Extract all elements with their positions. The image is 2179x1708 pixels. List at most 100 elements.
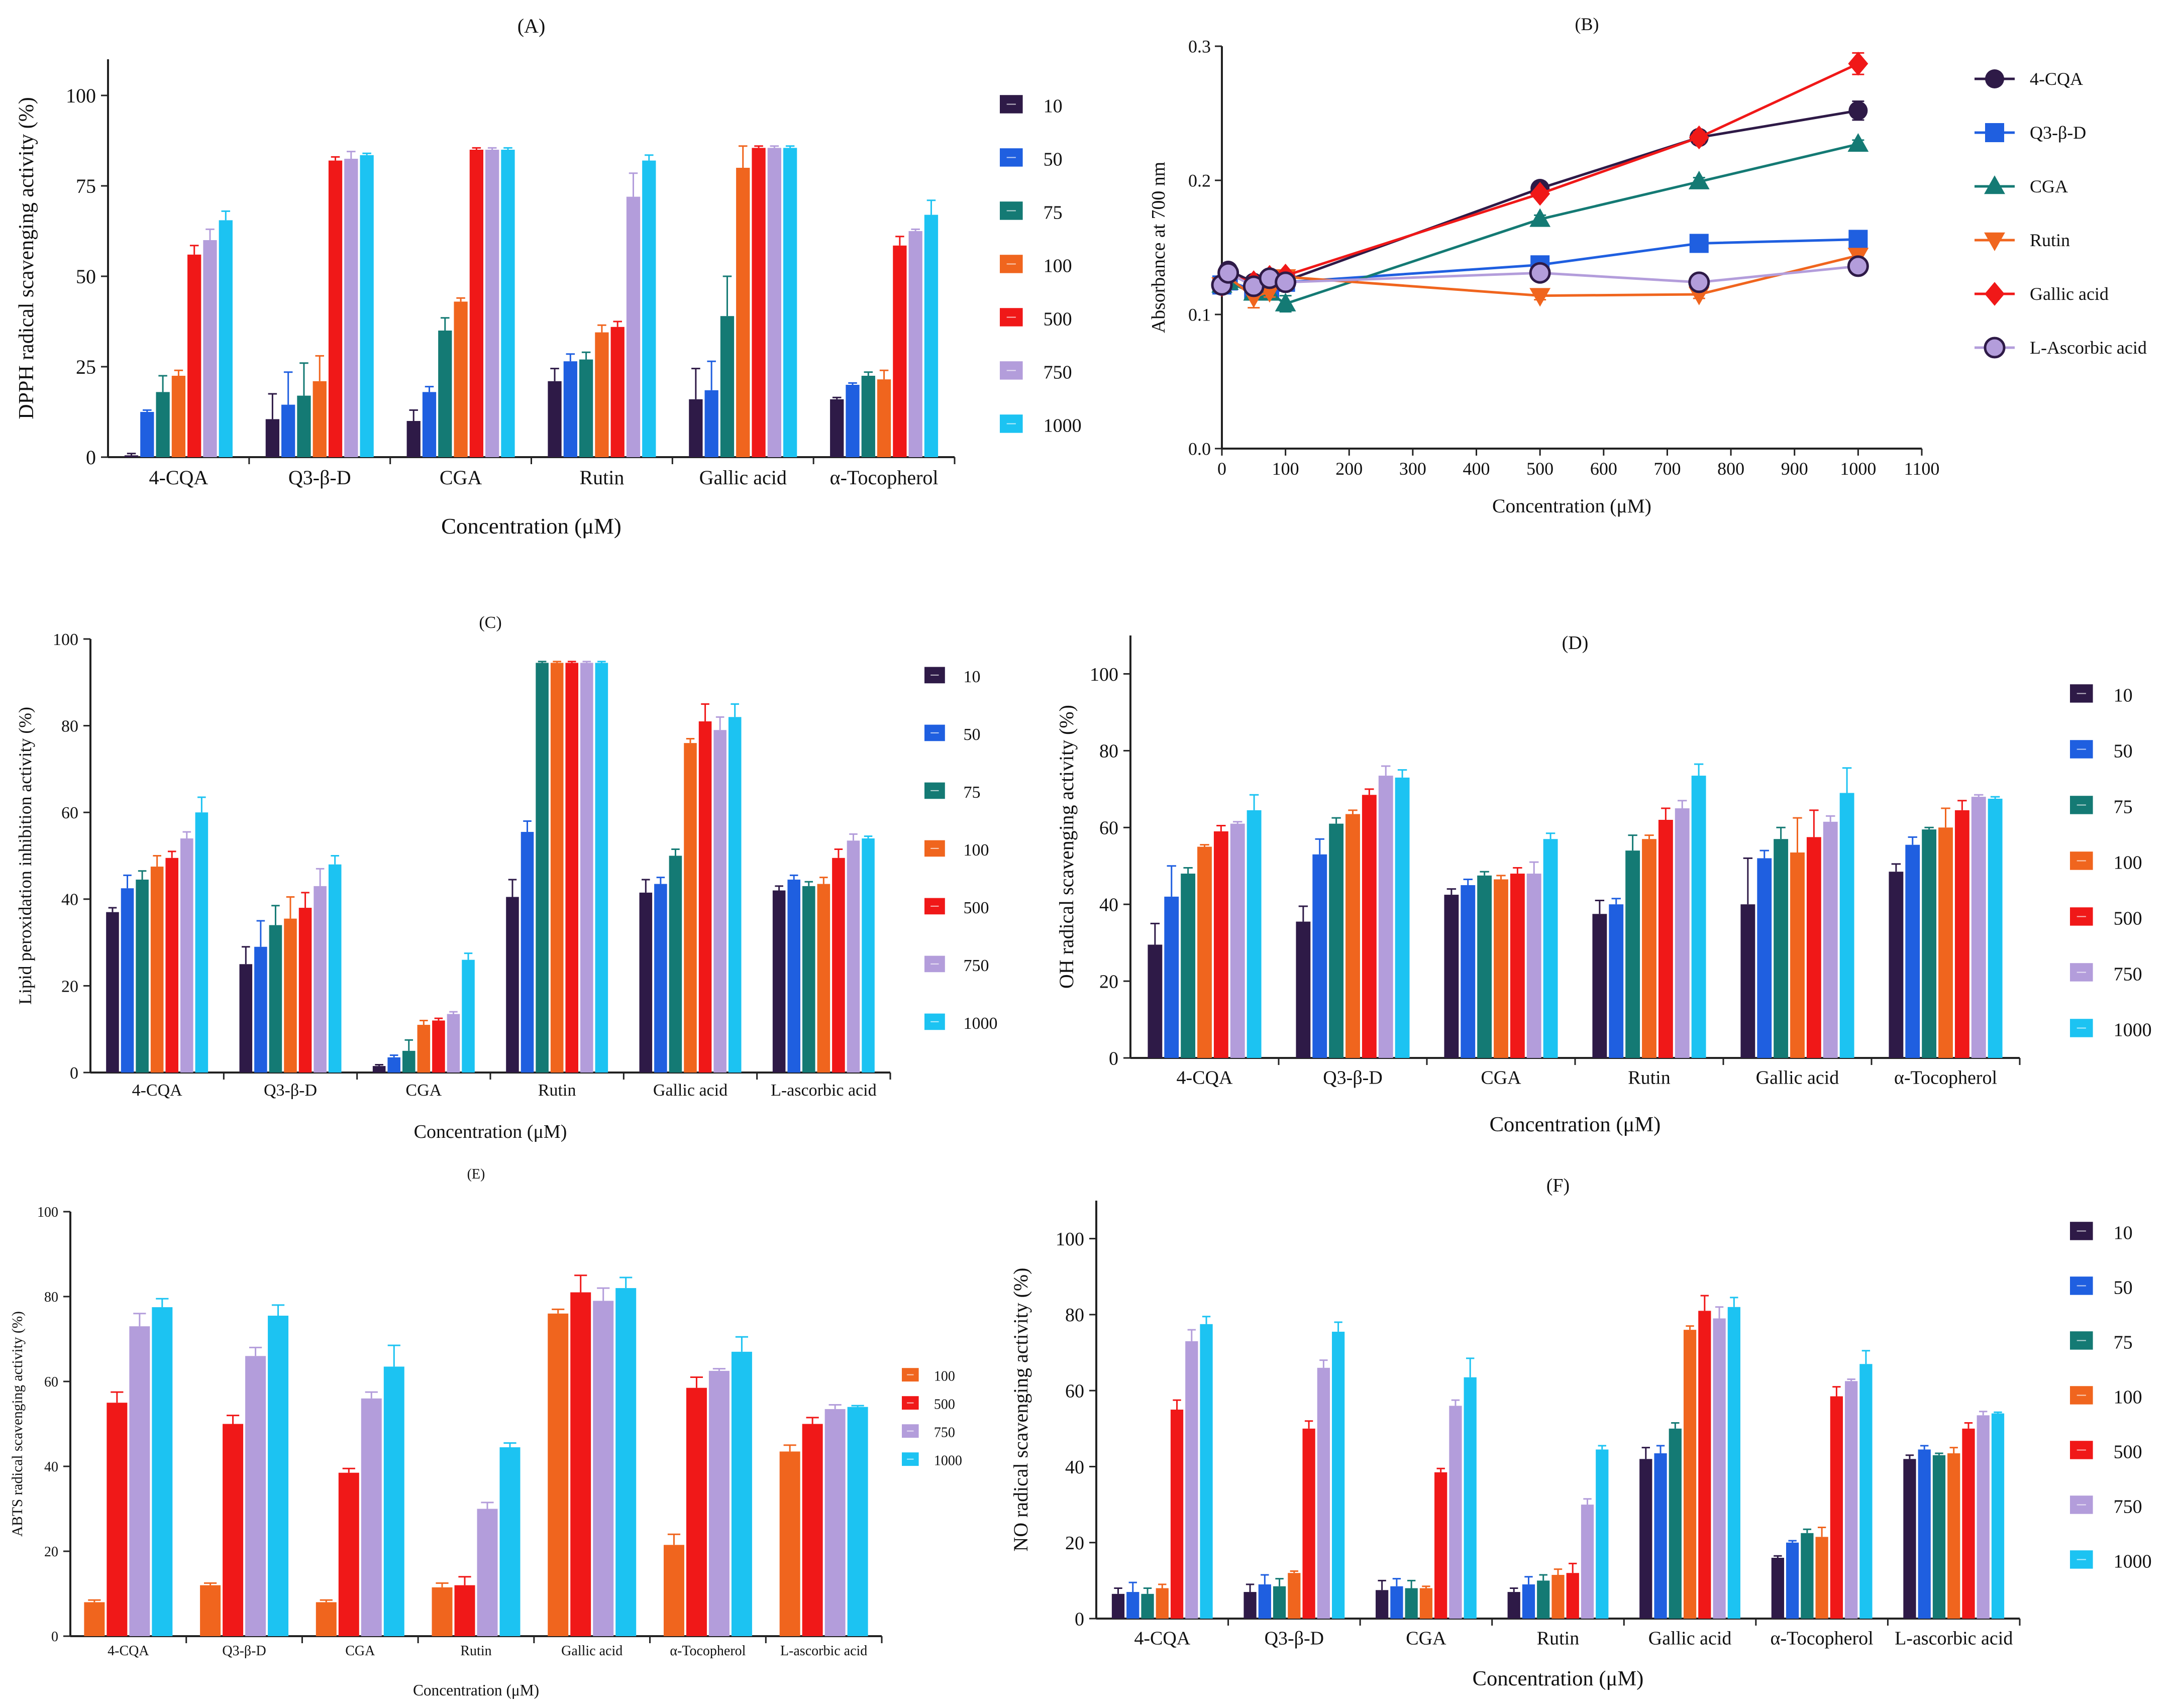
bar-gallic-acid-500 (1806, 837, 1821, 1058)
panel-a-dpph-chart: 0 25 50 75 100 4-CQA Q3-β-D CGA Rutin Gallic acid… (15, 15, 1082, 539)
y-tick-label: 100 (53, 630, 78, 649)
bar-q3-d-100 (313, 381, 327, 457)
bar-4-cqa-50 (1126, 1592, 1139, 1619)
bar-l-ascorbic-acid-10 (772, 890, 786, 1073)
y-tick-label: 0 (70, 1064, 78, 1083)
bar-gallic-acid-500 (698, 721, 712, 1073)
bar-q3-d-1000 (1332, 1331, 1345, 1619)
bar-q3-d-750 (1317, 1367, 1330, 1619)
legend-label-10: 10 (1044, 95, 1063, 117)
bar-q3-d-1000 (268, 1316, 289, 1636)
bar-tocopherol-500 (893, 245, 907, 457)
bar-tocopherol-500 (686, 1387, 707, 1636)
x-tick-label-4-cqa: 4-CQA (108, 1643, 149, 1659)
bar-q3-d-500 (223, 1424, 244, 1636)
x-tick-label-gallic-acid: Gallic acid (1648, 1628, 1732, 1649)
bar-q3-d-500 (298, 908, 312, 1073)
bar-q3-d-1000 (328, 864, 342, 1073)
bar-4-cqa-75 (1141, 1593, 1154, 1619)
bar-q3-d-50 (281, 404, 295, 457)
bar-gallic-acid-100 (684, 743, 697, 1073)
bar-gallic-acid-100 (1790, 852, 1805, 1058)
bar-tocopherol-1000 (731, 1351, 752, 1636)
point-l-ascorbic-acid-10 (1217, 262, 1239, 284)
bar-4-cqa-10 (1148, 944, 1163, 1058)
bar-4-cqa-750 (203, 240, 217, 457)
bar-gallic-acid-75 (669, 856, 682, 1073)
bar-rutin-50 (521, 832, 534, 1073)
y-tick-label: 80 (44, 1290, 58, 1305)
y-tick-label: 25 (76, 356, 96, 378)
y-tick-label: 0 (86, 446, 96, 469)
y-tick-label: 0.1 (1188, 305, 1211, 325)
bar-cga-100 (1494, 879, 1508, 1058)
bar-l-ascorbic-acid-50 (1918, 1449, 1931, 1619)
x-tick-label: 900 (1781, 459, 1808, 479)
bar-rutin-75 (1537, 1580, 1550, 1619)
x-axis-label: Concentration (μM) (441, 513, 621, 539)
bar-rutin-1000 (595, 663, 608, 1073)
bar-tocopherol-500 (1954, 810, 1969, 1058)
x-tick-label-q3-d: Q3-β-D (222, 1643, 266, 1659)
y-tick-label: 20 (61, 977, 78, 996)
bar-cga-1000 (462, 959, 475, 1073)
legend-marker-rutin (1984, 232, 2005, 251)
y-tick-label: 80 (1065, 1305, 1084, 1326)
bar-gallic-acid-750 (767, 148, 781, 457)
bar-gallic-acid-50 (654, 884, 667, 1073)
bar-4-cqa-100 (1197, 846, 1212, 1058)
y-tick-label: 60 (44, 1374, 58, 1390)
y-tick-label: 60 (61, 804, 78, 822)
x-tick-label: 1000 (1840, 459, 1876, 479)
x-tick-label-tocopherol: α-Tocopherol (670, 1643, 746, 1659)
y-tick-label: 0 (1075, 1609, 1084, 1630)
legend-marker-cga (1984, 175, 2005, 194)
x-tick-label-4-cqa: 4-CQA (1134, 1628, 1190, 1649)
bar-l-ascorbic-acid-100 (817, 884, 831, 1073)
bar-cga-50 (1461, 885, 1476, 1058)
bar-gallic-acid-100 (1683, 1330, 1697, 1619)
bar-tocopherol-500 (1830, 1396, 1843, 1619)
legend-label-50: 50 (2114, 740, 2133, 762)
bar-l-ascorbic-acid-10 (1903, 1459, 1916, 1619)
bar-gallic-acid-1000 (728, 717, 742, 1073)
bar-4-cqa-500 (107, 1403, 128, 1636)
x-tick-label-q3-d: Q3-β-D (264, 1081, 317, 1100)
bar-cga-500 (1510, 874, 1525, 1058)
bar-gallic-acid-500 (570, 1292, 591, 1636)
bar-rutin-100 (595, 332, 609, 457)
x-tick-label: 600 (1590, 459, 1617, 479)
x-tick-label-l-ascorbic-acid: L-ascorbic acid (1895, 1628, 2013, 1649)
bar-cga-75 (438, 331, 452, 457)
bar-tocopherol-750 (708, 1370, 730, 1636)
series-line-gallic-acid (1220, 62, 1859, 286)
point-gallic-acid-1000 (1848, 51, 1869, 76)
legend-label-4-cqa: 4-CQA (2030, 69, 2083, 89)
legend-label-50: 50 (964, 725, 981, 744)
x-tick-label-cga: CGA (440, 466, 482, 489)
legend-label-500: 500 (964, 899, 989, 917)
bar-4-cqa-50 (121, 888, 134, 1073)
bar-q3-d-75 (269, 925, 282, 1073)
bar-gallic-acid-10 (689, 399, 703, 457)
bar-rutin-10 (506, 897, 519, 1073)
bar-4-cqa-100 (150, 867, 164, 1073)
bar-rutin-10 (548, 381, 562, 457)
bar-cga-750 (485, 150, 499, 457)
legend-marker-gallic-acid (1985, 282, 2005, 306)
bar-4-cqa-1000 (152, 1307, 173, 1636)
bar-4-cqa-500 (1213, 831, 1228, 1058)
point-gallic-acid-750 (1689, 125, 1709, 150)
bar-q3-d-750 (314, 886, 327, 1073)
legend-label-750: 750 (934, 1425, 955, 1440)
point-q3-d-1000 (1848, 230, 1868, 249)
bar-q3-d-750 (245, 1356, 266, 1636)
bar-q3-d-75 (297, 395, 311, 457)
bar-gallic-acid-1000 (1727, 1307, 1740, 1619)
bar-4-cqa-750 (129, 1326, 150, 1636)
legend-label-500: 500 (2114, 908, 2142, 929)
x-tick-label-cga: CGA (1481, 1067, 1521, 1088)
bar-l-ascorbic-acid-1000 (1991, 1413, 2005, 1619)
x-tick-label: 1100 (1904, 459, 1940, 479)
